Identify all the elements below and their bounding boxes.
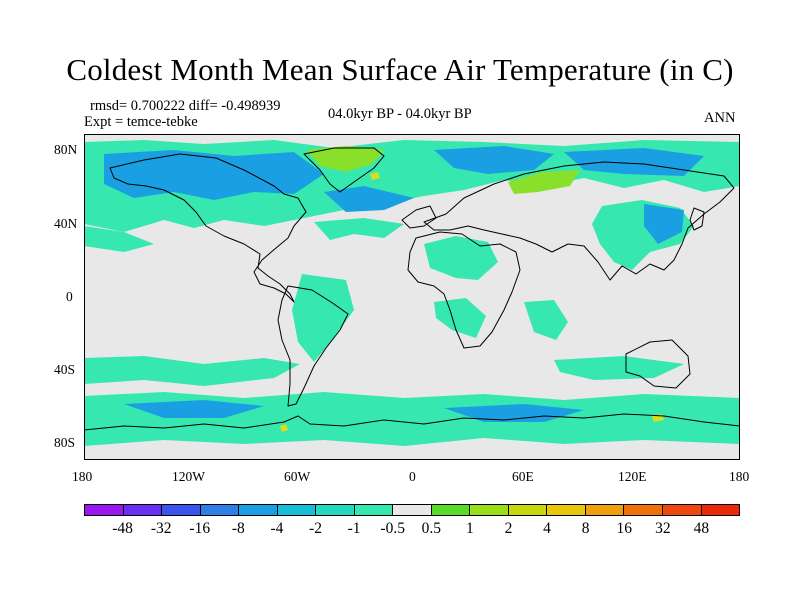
colorbar-swatch-10 xyxy=(470,505,509,515)
chart-title: Coldest Month Mean Surface Air Temperatu… xyxy=(66,52,734,87)
colorbar-label: -2 xyxy=(309,520,322,537)
colorbar-label: 2 xyxy=(504,520,513,537)
colorbar-swatch-6 xyxy=(316,505,355,515)
colorbar-swatch-4 xyxy=(239,505,278,515)
colorbar-swatch-16 xyxy=(701,505,740,515)
colorbar-label: 1 xyxy=(466,520,474,537)
colorbar-label: -32 xyxy=(150,520,172,537)
colorbar-swatch-2 xyxy=(162,505,201,515)
colorbar-label: 4 xyxy=(543,520,551,537)
colorbar-swatch-13 xyxy=(585,505,625,515)
y-tick-40S: 40S xyxy=(54,362,76,377)
x-tick-120E: 120E xyxy=(618,469,647,484)
x-tick-60W: 60W xyxy=(284,469,311,484)
continent-coastlines xyxy=(84,147,740,431)
colorbar-label: -0.5 xyxy=(380,520,405,537)
period-label: 04.0kyr BP - 04.0kyr BP xyxy=(328,106,472,122)
greenland-positive-region xyxy=(306,146,384,172)
y-tick-0: 0 xyxy=(66,289,73,304)
colorbar-swatch-15 xyxy=(662,505,702,515)
x-tick-120W: 120W xyxy=(172,469,205,484)
positive-anomaly-regions xyxy=(280,146,664,432)
y-tick-80N: 80N xyxy=(54,142,78,157)
colorbar-label: 32 xyxy=(655,520,671,537)
x-tick-60E: 60E xyxy=(512,469,534,484)
siberia-positive-region xyxy=(508,170,580,194)
colorbar-swatch-12 xyxy=(547,505,586,515)
colorbar-label: 48 xyxy=(693,520,710,537)
colorbar-swatch-11 xyxy=(508,505,548,515)
blue-anomaly-regions xyxy=(104,146,704,422)
colorbar-label: 0.5 xyxy=(421,520,441,537)
teal-anomaly-regions xyxy=(84,140,740,446)
y-tick-80S: 80S xyxy=(54,435,76,450)
x-tick-180w: 180 xyxy=(72,469,93,484)
colorbar-label: 8 xyxy=(581,520,590,537)
colorbar-swatch-8 xyxy=(393,505,432,515)
colorbar-label: -48 xyxy=(112,520,133,537)
colorbar-swatch-5 xyxy=(277,505,317,515)
colorbar-swatch-3 xyxy=(200,505,240,515)
colorbar xyxy=(84,504,740,516)
colorbar-label: -4 xyxy=(270,520,284,537)
colorbar-swatch-0 xyxy=(85,505,124,515)
colorbar-swatch-9 xyxy=(431,505,471,515)
season-label: ANN xyxy=(704,110,736,126)
colorbar-swatch-1 xyxy=(123,505,163,515)
colorbar-swatch-7 xyxy=(354,505,394,515)
y-tick-40N: 40N xyxy=(54,216,78,231)
x-tick-180e: 180 xyxy=(729,469,750,484)
colorbar-swatch-14 xyxy=(624,505,663,515)
map-plot xyxy=(84,134,740,460)
experiment-label: Expt = temce-tebke xyxy=(84,114,198,130)
x-tick-0: 0 xyxy=(409,469,416,484)
rmsd-diff-label: rmsd= 0.700222 diff= -0.498939 xyxy=(90,98,281,114)
colorbar-label: -16 xyxy=(189,520,211,537)
colorbar-label: -8 xyxy=(231,520,245,537)
colorbar-label: -1 xyxy=(347,520,361,537)
colorbar-label: 16 xyxy=(616,520,632,537)
